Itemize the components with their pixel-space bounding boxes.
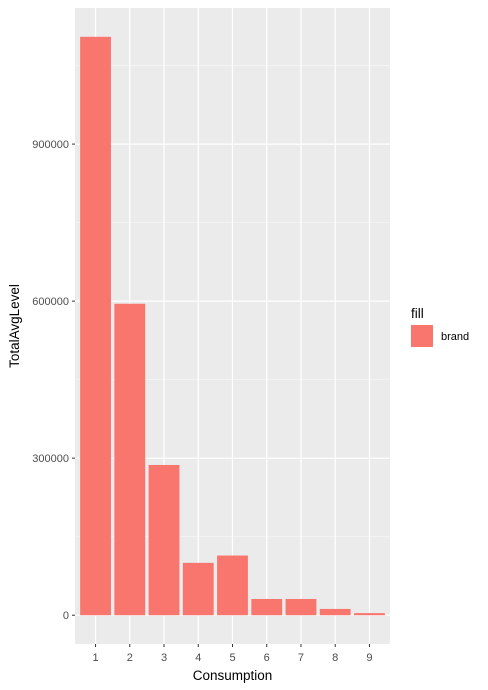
y-tick-label: 300000 — [32, 453, 69, 465]
bar-6 — [251, 598, 283, 616]
x-axis-title: Consumption — [193, 668, 273, 683]
x-tick-label: 9 — [366, 652, 372, 664]
bar-3 — [148, 464, 180, 616]
bar-9 — [354, 613, 385, 616]
x-tick-label: 4 — [195, 652, 201, 664]
bar-7 — [285, 598, 317, 616]
y-tick-label: 0 — [63, 610, 69, 622]
bars — [80, 36, 385, 616]
x-tick-label: 8 — [332, 652, 338, 664]
x-axis: 1 2 3 4 5 6 7 8 9 — [92, 644, 373, 664]
bar-1 — [80, 36, 111, 616]
x-tick-label: 7 — [298, 652, 304, 664]
bar-2 — [114, 303, 146, 616]
y-axis: 0 300000 600000 900000 — [32, 139, 75, 622]
legend-key-brand — [411, 325, 433, 347]
legend: fill brand — [411, 306, 469, 347]
legend-title: fill — [411, 306, 424, 321]
x-tick-label: 1 — [92, 652, 98, 664]
x-tick-label: 3 — [161, 652, 167, 664]
bar-4 — [182, 562, 214, 616]
x-tick-label: 6 — [264, 652, 270, 664]
legend-label-brand: brand — [441, 331, 469, 343]
y-tick-label: 600000 — [32, 296, 69, 308]
x-tick-label: 2 — [127, 652, 133, 664]
y-tick-label: 900000 — [32, 139, 69, 151]
bar-5 — [217, 555, 248, 616]
x-tick-label: 5 — [229, 652, 235, 664]
bar-8 — [319, 608, 351, 616]
y-axis-title: TotalAvgLevel — [7, 284, 22, 368]
